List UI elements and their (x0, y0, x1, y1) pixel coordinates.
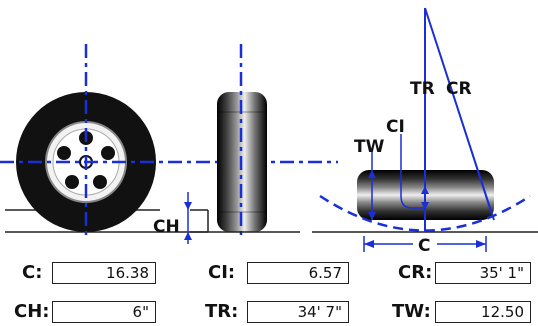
lug-hole (93, 175, 107, 189)
lug-hole (101, 146, 115, 160)
tw-label: TW (354, 137, 385, 157)
ci-field-label: CI: (208, 262, 236, 283)
tr-value-field[interactable]: 34' 7" (247, 301, 349, 323)
tr-field-label: TR: (205, 301, 239, 322)
tire-front-view: CH (153, 44, 300, 244)
tw-value-field[interactable]: 12.50 (435, 301, 531, 323)
ci-label: CI (386, 117, 405, 137)
c-label: C (418, 236, 430, 256)
tw-field-label: TW: (392, 301, 431, 322)
tire-plan-view: TR CR CI TW C (312, 7, 538, 256)
wheel-side-view (0, 44, 338, 240)
c-value-field[interactable]: 16.38 (52, 262, 156, 284)
tr-label: TR (410, 79, 435, 99)
lug-hole (57, 146, 71, 160)
ci-indicator (400, 134, 425, 209)
ci-value-field[interactable]: 6.57 (247, 262, 349, 284)
ch-field-label: CH: (14, 301, 50, 322)
ch-label: CH (153, 217, 180, 237)
cr-label: CR (446, 79, 472, 99)
lug-hole (65, 175, 79, 189)
cr-field-label: CR: (398, 262, 433, 283)
tire-geometry-diagram: CH TR CR CI TW C (0, 7, 538, 256)
cr-value-field[interactable]: 35' 1" (435, 262, 531, 284)
c-field-label: C: (22, 262, 43, 283)
ch-value-field[interactable]: 6" (52, 301, 156, 323)
